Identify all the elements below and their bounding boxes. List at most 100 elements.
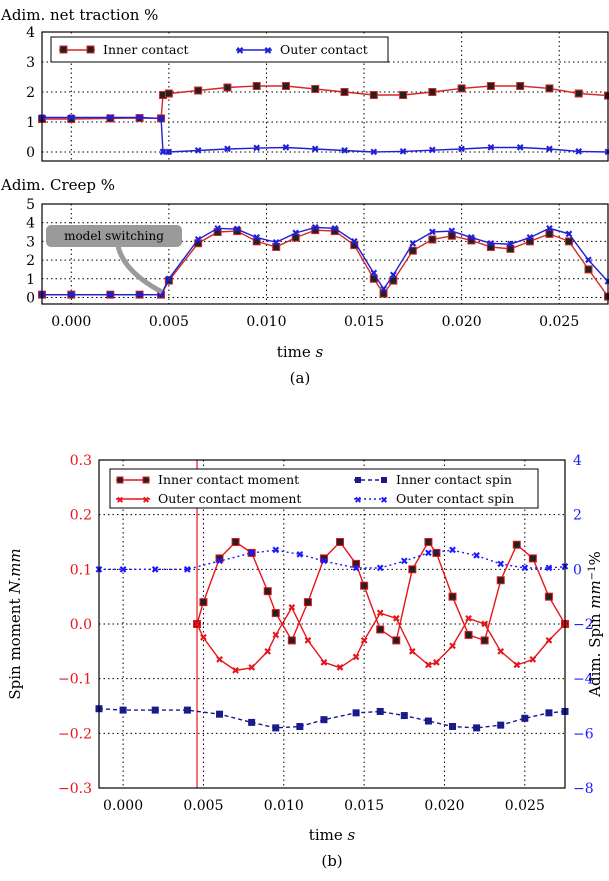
inner-moment-point (544, 592, 553, 601)
spin-xlabel: time s (309, 826, 356, 844)
inner-moment-point (464, 630, 473, 639)
creep-outer-point: ✖ (379, 285, 387, 296)
inner-moment-point (480, 636, 489, 645)
creep-outer-point: ✖ (526, 233, 534, 244)
legend-outer-marker: ✖ (236, 46, 244, 57)
outer-moment-point: ✖ (304, 636, 312, 647)
inner-spin-point (296, 723, 304, 730)
creep-outer-point: ✖ (157, 290, 165, 301)
y-tick-label: 0.1 (70, 562, 92, 578)
traction-inner-point (340, 88, 349, 96)
traction-inner-point (223, 83, 232, 92)
creep-inner-point (428, 235, 437, 244)
inner-spin-point (320, 716, 328, 724)
outer-moment-point: ✖ (320, 658, 328, 669)
outer-spin-point: ✖ (472, 551, 480, 562)
creep-inner-point (408, 246, 417, 255)
outer-spin-point: ✖ (376, 563, 384, 574)
traction-title: Adim. net traction % (0, 6, 158, 24)
inner-moment-point (496, 576, 505, 585)
legend-inner-marker (86, 45, 95, 54)
y-tick-label: 0 (26, 290, 35, 306)
creep-outer-point: ✖ (135, 290, 143, 301)
spin-left-ylabel: Spin moment N.mm (6, 548, 24, 699)
x-tick-label: 0.005 (183, 798, 223, 814)
traction-inner-point (311, 85, 320, 93)
traction-plot-frame (41, 31, 609, 162)
traction-inner-point (486, 82, 495, 90)
outer-spin-point: ✖ (119, 565, 127, 576)
y-tick-label: 0.2 (70, 508, 92, 524)
creep-inner-point (272, 242, 281, 251)
creep-outer-point: ✖ (67, 290, 75, 301)
inner-spin-point (376, 707, 384, 715)
inner-moment-point (215, 554, 224, 563)
traction-outer-point: ✖ (428, 146, 436, 157)
traction-legend: Inner contact ✖ ✖ Outer contact (50, 36, 389, 63)
y-tick-label: −0.2 (58, 726, 92, 742)
outer-moment-point: ✖ (392, 614, 400, 625)
traction-outer-point: ✖ (575, 147, 583, 158)
inner-spin-point (272, 724, 280, 732)
x-tick-label: 0.000 (51, 314, 91, 330)
inner-spin-point (151, 706, 159, 714)
x-tick-label: 0.025 (505, 798, 545, 814)
legend-outer-label: Outer contact (280, 42, 368, 57)
traction-outer-point: ✖ (194, 146, 202, 157)
traction-inner-point (369, 91, 378, 99)
creep-inner-point (506, 244, 515, 253)
y2-tick-label: 4 (573, 453, 582, 469)
creep-inner-point (584, 265, 593, 274)
inner-moment-point (392, 636, 401, 645)
creep-outer-point: ✖ (233, 225, 241, 236)
outer-moment-point: ✖ (231, 666, 239, 677)
y-tick-label: −0.1 (58, 672, 92, 688)
traction-outer-point: ✖ (252, 144, 260, 155)
inner-spin-point (352, 709, 360, 717)
inner-moment-point (336, 538, 345, 546)
outer-spin-point: ✖ (296, 550, 304, 561)
outer-moment-point: ✖ (545, 636, 553, 647)
y-tick-label: 1 (26, 115, 35, 131)
legend-outer-moment-marker: ✖ (142, 496, 150, 506)
caption-a: (a) (290, 369, 311, 387)
creep-inner-point (447, 231, 456, 240)
y2-tick-label: −8 (573, 781, 594, 797)
legend-outer-moment-label: Outer contact moment (158, 491, 301, 506)
creep-outer-point: ✖ (272, 238, 280, 249)
outer-moment-point: ✖ (480, 620, 488, 631)
y-tick-label: 1 (26, 272, 35, 288)
creep-outer-point: ✖ (448, 227, 456, 238)
traction-outer-point: ✖ (399, 147, 407, 158)
legend-outer-spin-marker: ✖ (354, 496, 362, 506)
x-tick-label: 0.010 (246, 314, 286, 330)
y-tick-label: 2 (26, 85, 35, 101)
creep-outer-point: ✖ (311, 223, 319, 234)
creep-outer-point: ✖ (292, 228, 300, 239)
model-switching-annotation: model switching (46, 225, 182, 295)
outer-moment-point: ✖ (215, 655, 223, 666)
outer-moment-point: ✖ (193, 620, 201, 631)
outer-moment-point: ✖ (352, 652, 360, 663)
traction-inner-point (428, 88, 437, 96)
traction-outer-line (42, 116, 609, 153)
inner-moment-point (247, 548, 256, 557)
outer-spin-point: ✖ (448, 546, 456, 557)
x-tick-label: 0.010 (264, 798, 304, 814)
caption-b: (b) (321, 852, 342, 870)
outer-moment-point: ✖ (424, 661, 432, 672)
outer-moment-point: ✖ (288, 603, 296, 614)
inner-spin-point (497, 721, 505, 729)
inner-spin-point (521, 714, 529, 722)
outer-spin-point: ✖ (545, 563, 553, 574)
inner-moment-point (408, 565, 417, 574)
outer-spin-point: ✖ (497, 559, 505, 570)
legend-inner-spin-label: Inner contact spin (396, 472, 512, 487)
outer-moment-point: ✖ (272, 630, 280, 641)
creep-outer-point: ✖ (565, 229, 573, 240)
y2-tick-label: 2 (573, 508, 582, 524)
creep-outer-point: ✖ (213, 224, 221, 235)
traction-inner-point (106, 114, 115, 123)
outer-moment-point: ✖ (513, 661, 521, 672)
